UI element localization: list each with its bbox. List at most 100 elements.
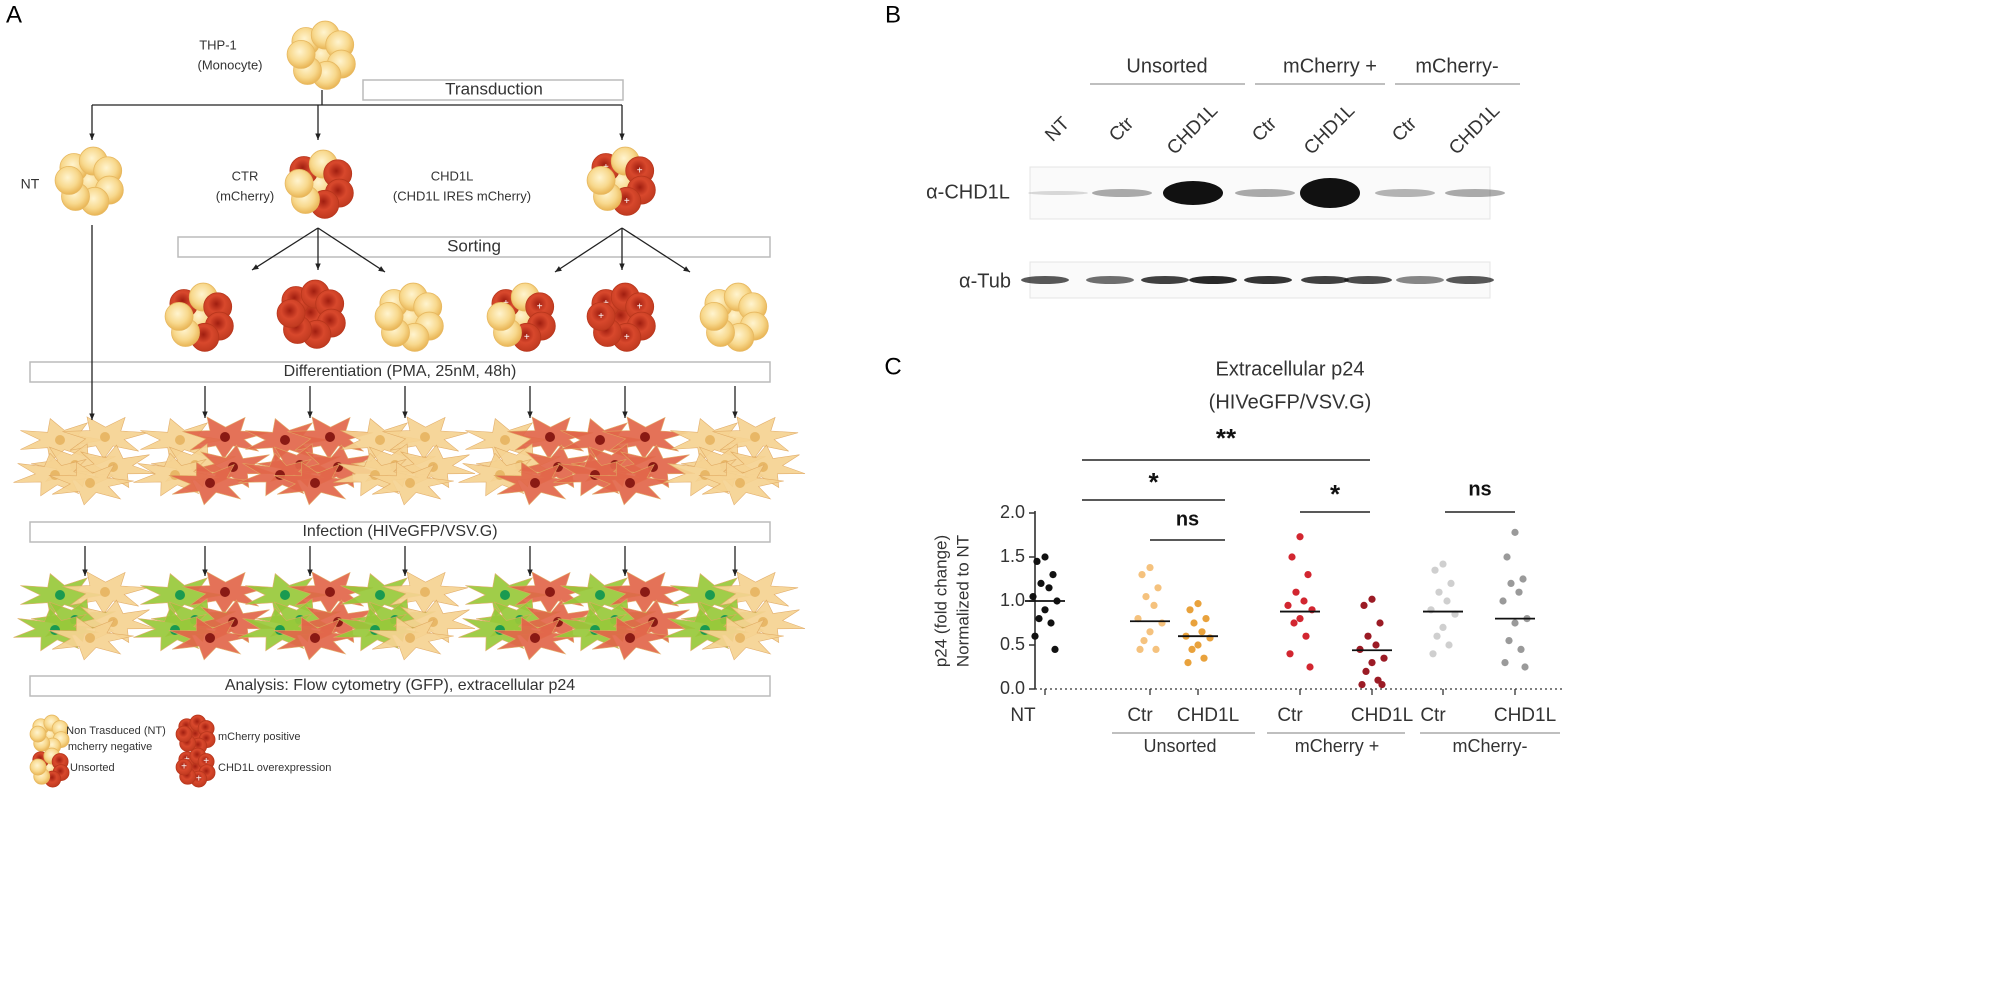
data-point — [1511, 528, 1519, 536]
data-point — [1368, 659, 1376, 667]
nucleus — [750, 432, 760, 442]
nucleus — [705, 590, 715, 600]
nucleus — [640, 432, 650, 442]
label: CHD1L overexpression — [218, 762, 331, 774]
nucleus — [500, 590, 510, 600]
data-point — [1515, 588, 1523, 596]
data-point — [1029, 593, 1037, 601]
arrow-head — [622, 569, 628, 576]
illustrations: ++++++++++++++ — [13, 20, 806, 788]
label: (HIVeGFP/VSV.G) — [1209, 391, 1372, 413]
arrow — [554, 227, 623, 273]
band — [1235, 189, 1295, 197]
data-point — [1290, 619, 1298, 627]
data-point — [1200, 654, 1208, 662]
nucleus — [310, 633, 320, 643]
arrow-head — [315, 263, 321, 270]
plus-mark: + — [598, 311, 604, 322]
arrow-head — [307, 411, 313, 418]
data-point — [1358, 681, 1366, 689]
plus-mark: + — [537, 301, 543, 312]
arrow-head — [619, 263, 625, 270]
data-point — [1033, 557, 1041, 566]
cell — [175, 758, 193, 776]
label: Normalized to NT — [953, 535, 972, 667]
arrow-head — [402, 569, 408, 576]
label: CHD1L — [431, 168, 474, 183]
data-point — [1051, 645, 1059, 654]
label: NT — [1010, 705, 1036, 726]
data-point — [1031, 632, 1039, 640]
label: Ctr — [1420, 705, 1446, 726]
label: mCherry- — [1453, 736, 1528, 756]
nucleus — [280, 590, 290, 600]
arrow-head — [89, 413, 95, 420]
content: A THP-1 (Monocyte) Transduction NT CTR (mCherr… — [6, 1, 1565, 774]
data-point — [1041, 606, 1049, 614]
band — [1301, 276, 1349, 284]
arrow-head — [378, 266, 385, 272]
label: CHD1L — [1177, 705, 1239, 726]
step-box — [29, 521, 771, 543]
arrow-head — [555, 266, 562, 272]
nucleus — [595, 590, 605, 600]
label: Unsorted — [1143, 736, 1216, 756]
data-point — [1035, 615, 1043, 623]
data-point — [1136, 645, 1144, 654]
data-point — [1296, 533, 1304, 541]
data-point — [1360, 601, 1368, 610]
plus-mark: + — [196, 774, 202, 785]
label: ns — [1176, 508, 1199, 530]
nucleus — [420, 587, 430, 597]
nucleus — [220, 432, 230, 442]
nucleus — [530, 633, 540, 643]
data-point — [1304, 571, 1312, 579]
data-point — [1194, 641, 1202, 649]
nucleus — [545, 432, 555, 442]
band — [1141, 276, 1189, 284]
label: mCherry + — [1295, 736, 1380, 756]
arrow-head — [732, 569, 738, 576]
plus-mark: + — [637, 165, 643, 176]
data-point — [1521, 663, 1529, 671]
nucleus — [280, 435, 290, 445]
label: CHD1L — [1494, 705, 1556, 726]
label: 0.5 — [1000, 634, 1025, 654]
label: Unsorted — [1126, 55, 1207, 77]
data-point — [1435, 588, 1443, 596]
data-point — [1447, 579, 1455, 588]
data-point — [1194, 600, 1202, 608]
band — [1344, 276, 1392, 284]
data-point — [1146, 628, 1154, 636]
label: Transduction — [445, 79, 543, 98]
nucleus — [420, 432, 430, 442]
label: CHD1L — [1163, 100, 1222, 159]
cell — [164, 301, 194, 331]
cell — [586, 165, 616, 195]
nucleus — [405, 633, 415, 643]
data-point — [1047, 619, 1055, 627]
step-box — [29, 675, 771, 697]
nucleus — [705, 435, 715, 445]
data-point — [1519, 575, 1527, 583]
label: p24 (fold change) — [931, 535, 950, 667]
label: CHD1L — [1300, 100, 1359, 159]
nucleus — [595, 435, 605, 445]
nucleus — [325, 432, 335, 442]
arrow-head — [527, 569, 533, 576]
label: CTR — [232, 168, 259, 183]
label: α-CHD1L — [926, 181, 1010, 203]
label: mCherry + — [1283, 55, 1377, 77]
cell — [284, 168, 314, 198]
band — [1300, 178, 1360, 208]
label: NT — [1041, 113, 1074, 146]
plus-mark: + — [524, 332, 530, 343]
nucleus — [85, 633, 95, 643]
band — [1021, 276, 1069, 284]
data-point — [1300, 597, 1308, 605]
data-point — [1184, 659, 1192, 667]
plus-mark: + — [624, 196, 630, 207]
label: Ctr — [1127, 705, 1153, 726]
step-box — [362, 79, 624, 101]
arrow-head — [202, 569, 208, 576]
